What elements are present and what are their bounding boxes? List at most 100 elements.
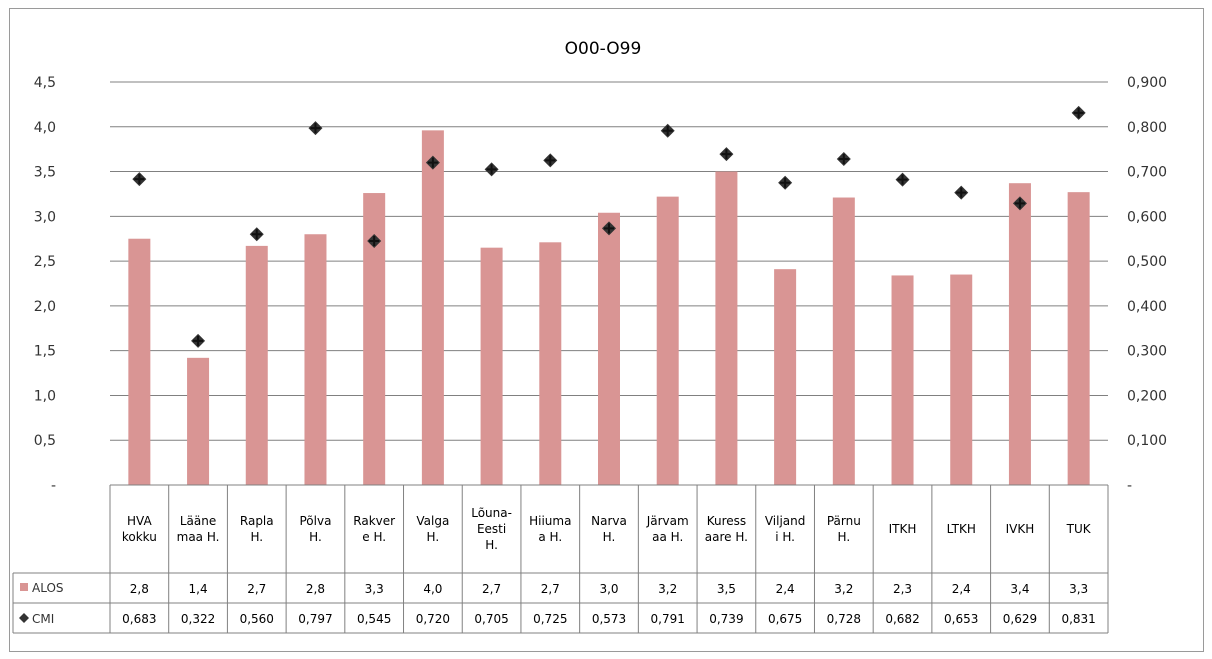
right-axis-ticks: - 0,100 0,200 0,300 0,400 0,500 0,600 0,700 0,80…	[1127, 75, 1167, 494]
cmi-marker	[484, 162, 499, 177]
right-tick-label: 0,800	[1127, 120, 1167, 136]
cmi-marker	[1071, 105, 1086, 120]
alos-bar	[363, 193, 386, 485]
legend-alos: ALOS	[20, 581, 64, 595]
cmi-value-label: 0,831	[1061, 612, 1095, 626]
alos-value-label: 4,0	[423, 582, 442, 596]
cmi-value-label: 0,573	[592, 612, 626, 626]
cmi-marker	[719, 147, 734, 162]
category-label: Valga H.	[416, 514, 449, 544]
legend-swatch-cmi	[19, 613, 29, 623]
alos-bar	[245, 245, 268, 485]
cmi-marker	[367, 233, 382, 248]
category-label: Hiiuma a H.	[529, 514, 571, 544]
cmi-value-label: 0,682	[885, 612, 919, 626]
alos-bars	[128, 130, 1090, 486]
alos-value-label: 2,7	[541, 582, 560, 596]
cmi-value-label: 0,653	[944, 612, 978, 626]
right-tick-label: 0,300	[1127, 344, 1167, 360]
left-tick-label: 2,5	[34, 254, 56, 270]
alos-bar	[832, 197, 855, 485]
alos-bar	[128, 238, 151, 485]
category-label: Rakver e H.	[353, 514, 395, 544]
category-label: IVKH	[1006, 522, 1035, 536]
alos-bar	[656, 196, 679, 485]
category-label: LTKH	[947, 522, 976, 536]
cmi-marker	[1012, 196, 1027, 211]
cmi-marker	[308, 121, 323, 136]
cmi-value-label: 0,705	[474, 612, 508, 626]
alos-value-label: 3,2	[658, 582, 677, 596]
alos-value-label: 2,8	[306, 582, 325, 596]
category-label: Lõuna-Eesti H.	[471, 506, 512, 552]
cmi-marker	[895, 172, 910, 187]
category-label: Kuress aare H.	[705, 514, 748, 544]
right-tick-label: -	[1127, 478, 1132, 494]
left-tick-label: 4,0	[34, 120, 56, 136]
alos-value-label: 2,4	[952, 582, 971, 596]
cmi-marker	[425, 155, 440, 170]
cmi-value-label: 0,739	[709, 612, 743, 626]
cmi-value-label: 0,728	[827, 612, 861, 626]
left-tick-label: 0,5	[34, 433, 56, 449]
alos-bar	[1067, 192, 1090, 486]
combo-chart: O00-O99 - 0,5 1,0 1,5 2,0 2,5 3,0 3,5 4,0 4,5 - 0,…	[12, 39, 1167, 634]
alos-bar	[304, 234, 327, 485]
cmi-markers	[132, 105, 1086, 348]
alos-bar	[480, 247, 503, 485]
cmi-marker	[132, 172, 147, 187]
cmi-value-label: 0,683	[122, 612, 156, 626]
left-tick-label: 2,0	[34, 299, 56, 315]
alos-value-label: 2,7	[247, 582, 266, 596]
alos-bar	[891, 275, 914, 485]
right-tick-label: 0,500	[1127, 254, 1167, 270]
alos-value-label: 3,4	[1010, 582, 1029, 596]
cmi-marker	[954, 185, 969, 200]
cmi-value-label: 0,629	[1003, 612, 1037, 626]
cmi-value-label: 0,791	[651, 612, 685, 626]
chart-title: O00-O99	[565, 39, 642, 59]
alos-bar	[774, 269, 797, 485]
alos-value-label: 2,3	[893, 582, 912, 596]
left-tick-label: 1,5	[34, 344, 56, 360]
alos-bar	[1008, 183, 1031, 485]
category-label: Narva H.	[591, 514, 627, 544]
cmi-marker	[191, 333, 206, 348]
alos-bar	[598, 212, 620, 486]
left-axis-ticks: - 0,5 1,0 1,5 2,0 2,5 3,0 3,5 4,0 4,5	[34, 75, 56, 494]
alos-value-label: 2,7	[482, 582, 501, 596]
alos-value-label: 3,2	[834, 582, 853, 596]
legend-label-cmi: CMI	[32, 612, 54, 626]
right-tick-label: 0,900	[1127, 75, 1167, 91]
left-tick-label: 1,0	[34, 388, 56, 404]
category-label: Lääne maa H.	[177, 514, 220, 544]
alos-bar	[187, 357, 210, 485]
cmi-marker	[660, 123, 675, 138]
alos-value-label: 3,3	[1069, 582, 1088, 596]
left-tick-label: 4,5	[34, 75, 56, 91]
cmi-value-label: 0,725	[533, 612, 567, 626]
category-label: HVA kokku	[122, 514, 157, 544]
right-tick-label: 0,600	[1127, 209, 1167, 225]
cmi-value-label: 0,720	[416, 612, 450, 626]
alos-bar	[950, 274, 973, 485]
category-label: Järvam aa H.	[646, 514, 689, 544]
category-label: Põlva H.	[299, 514, 331, 544]
cmi-value-label: 0,797	[298, 612, 332, 626]
category-label: Viljand i H.	[765, 514, 806, 544]
alos-value-label: 2,8	[130, 582, 149, 596]
cmi-value-label: 0,675	[768, 612, 802, 626]
cmi-marker	[602, 221, 616, 236]
left-tick-label: 3,0	[34, 209, 56, 225]
data-table: HVA kokku Lääne maa H. Rapla H. Põlva H. Rakver e…	[12, 484, 1109, 634]
cmi-marker	[836, 152, 851, 167]
cmi-value-label: 0,322	[181, 612, 215, 626]
alos-value-label: 2,4	[776, 582, 795, 596]
right-tick-label: 0,100	[1127, 433, 1167, 449]
category-label: TUK	[1066, 522, 1092, 536]
category-label: ITKH	[889, 522, 917, 536]
cmi-marker	[778, 175, 793, 190]
alos-bar	[539, 242, 562, 485]
alos-value-label: 3,5	[717, 582, 736, 596]
legend-swatch-alos	[20, 583, 28, 591]
